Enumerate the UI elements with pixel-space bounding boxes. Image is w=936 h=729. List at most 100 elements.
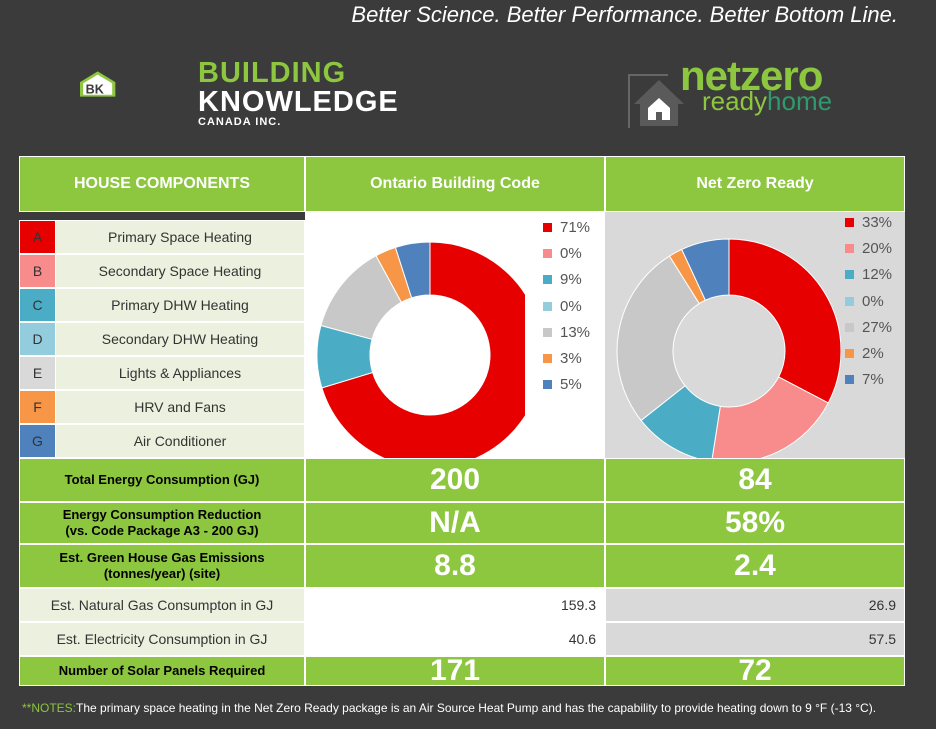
header-ontario-building-code: Ontario Building Code bbox=[305, 156, 605, 212]
legend-label: 27% bbox=[862, 318, 893, 336]
component-letter: D bbox=[20, 323, 56, 355]
component-label: HRV and Fans bbox=[134, 399, 226, 415]
legend-item-e: 13% bbox=[543, 319, 590, 345]
component-row-b: B Secondary Space Heating bbox=[19, 254, 305, 288]
legend-label: 0% bbox=[862, 292, 884, 310]
legend-item-c: 9% bbox=[543, 267, 590, 293]
donut-slice-g bbox=[681, 238, 730, 301]
bk-logo-line3: CANADA INC. bbox=[198, 116, 282, 128]
legend-label: 13% bbox=[560, 323, 591, 341]
legend-swatch bbox=[543, 327, 552, 337]
legend-swatch bbox=[845, 270, 854, 280]
obc-chart-cell: 71% 0% 9% 0% 13% 3% 5% bbox=[305, 212, 605, 458]
donut-slice-g bbox=[394, 241, 431, 299]
legend-label: 33% bbox=[862, 213, 893, 231]
row-energy-reduction: Energy Consumption Reduction (vs. Code P… bbox=[19, 502, 905, 544]
header-net-zero-ready: Net Zero Ready bbox=[605, 156, 905, 212]
legend-label: 71% bbox=[560, 218, 591, 236]
row-label: Est. Electricity Consumption in GJ bbox=[19, 622, 305, 656]
component-letter: E bbox=[20, 357, 56, 389]
component-label: Secondary Space Heating bbox=[98, 263, 262, 279]
component-label: Primary Space Heating bbox=[108, 229, 252, 245]
notes-tag: **NOTES: bbox=[22, 701, 77, 715]
component-row-g: G Air Conditioner bbox=[19, 424, 305, 458]
legend-label: 9% bbox=[560, 271, 582, 289]
row-label: Est. Green House Gas Emissions (tonnes/y… bbox=[19, 544, 305, 588]
legend-swatch bbox=[845, 349, 854, 359]
legend-item-f: 2% bbox=[845, 340, 892, 366]
legend-swatch bbox=[543, 380, 552, 390]
legend-label: 5% bbox=[560, 376, 582, 394]
donut-slice-a bbox=[728, 238, 841, 404]
tagline: Better Science. Better Performance. Bett… bbox=[351, 2, 898, 27]
legend-swatch bbox=[543, 301, 552, 311]
component-letter: A bbox=[20, 221, 56, 253]
row-label: Est. Natural Gas Consumpton in GJ bbox=[19, 588, 305, 622]
obc-value: 159.3 bbox=[305, 588, 605, 622]
legend-swatch bbox=[845, 296, 854, 306]
legend-item-g: 5% bbox=[543, 372, 590, 398]
legend-item-b: 0% bbox=[543, 240, 590, 266]
legend-swatch bbox=[845, 217, 854, 227]
obc-value: 8.8 bbox=[305, 544, 605, 588]
obc-value: 40.6 bbox=[305, 622, 605, 656]
row-label: Total Energy Consumption (GJ) bbox=[19, 458, 305, 502]
bk-house-icon: BK bbox=[80, 71, 116, 97]
component-row-c: C Primary DHW Heating bbox=[19, 288, 305, 322]
nzr-value: 72 bbox=[605, 654, 905, 687]
obc-value: 200 bbox=[305, 458, 605, 502]
component-letter: C bbox=[20, 289, 56, 321]
legend-item-f: 3% bbox=[543, 345, 590, 371]
component-row-a: A Primary Space Heating bbox=[19, 220, 305, 254]
netzero-logo-line2: readyhome bbox=[702, 86, 833, 116]
legend-item-d: 0% bbox=[543, 293, 590, 319]
row-label: Number of Solar Panels Required bbox=[19, 656, 305, 686]
legend-label: 2% bbox=[862, 345, 884, 363]
legend-label: 3% bbox=[560, 350, 582, 368]
legend-item-a: 71% bbox=[543, 214, 590, 240]
donut-slice-a bbox=[321, 241, 525, 458]
component-letter: B bbox=[20, 255, 56, 287]
legend-swatch bbox=[543, 354, 552, 364]
component-label: Air Conditioner bbox=[133, 433, 227, 449]
obc-chart-legend: 71% 0% 9% 0% 13% 3% 5% bbox=[543, 214, 590, 398]
legend-swatch bbox=[543, 222, 552, 232]
nzr-value: 84 bbox=[605, 458, 905, 502]
row-label: Energy Consumption Reduction (vs. Code P… bbox=[19, 502, 305, 544]
netzero-logo-line1: netzero bbox=[680, 52, 823, 99]
notes-text: The primary space heating in the Net Zer… bbox=[76, 701, 877, 715]
legend-item-g: 7% bbox=[845, 367, 892, 393]
bk-logo-line1: BUILDING bbox=[198, 57, 347, 89]
nzr-value: 57.5 bbox=[605, 622, 905, 656]
legend-label: 0% bbox=[560, 297, 582, 315]
component-letter: G bbox=[20, 425, 56, 457]
row-electricity: Est. Electricity Consumption in GJ 40.6 … bbox=[19, 622, 905, 656]
nzr-value: 26.9 bbox=[605, 588, 905, 622]
legend-label: 0% bbox=[560, 244, 582, 262]
legend-item-e: 27% bbox=[845, 314, 892, 340]
legend-swatch bbox=[543, 275, 552, 285]
row-solar-panels: Number of Solar Panels Required 171 72 bbox=[19, 654, 905, 687]
nzr-chart-legend: 33% 20% 12% 0% 27% 2% 7% bbox=[845, 209, 892, 393]
component-letter: F bbox=[20, 391, 56, 423]
legend-label: 20% bbox=[862, 239, 893, 257]
nzr-donut-chart bbox=[616, 238, 841, 458]
nzr-value: 58% bbox=[605, 502, 905, 544]
comparison-table: HOUSE COMPONENTS Ontario Building Code N… bbox=[19, 156, 905, 687]
svg-text:BK: BK bbox=[86, 83, 104, 97]
donut-slice-e bbox=[616, 255, 700, 422]
legend-item-b: 20% bbox=[845, 235, 892, 261]
notes: **NOTES:The primary space heating in the… bbox=[22, 701, 876, 715]
component-row-d: D Secondary DHW Heating bbox=[19, 322, 305, 356]
component-label: Secondary DHW Heating bbox=[101, 331, 259, 347]
legend-item-d: 0% bbox=[845, 288, 892, 314]
bk-logo-line2: KNOWLEDGE bbox=[198, 86, 399, 118]
component-label: Lights & Appliances bbox=[118, 365, 242, 381]
legend-label: 7% bbox=[862, 371, 884, 389]
obc-value: 171 bbox=[305, 654, 605, 687]
header-house-components: HOUSE COMPONENTS bbox=[19, 156, 305, 212]
legend-label: 12% bbox=[862, 266, 893, 284]
legend-swatch bbox=[845, 243, 854, 253]
legend-item-a: 33% bbox=[845, 209, 892, 235]
obc-donut-chart bbox=[316, 241, 525, 458]
